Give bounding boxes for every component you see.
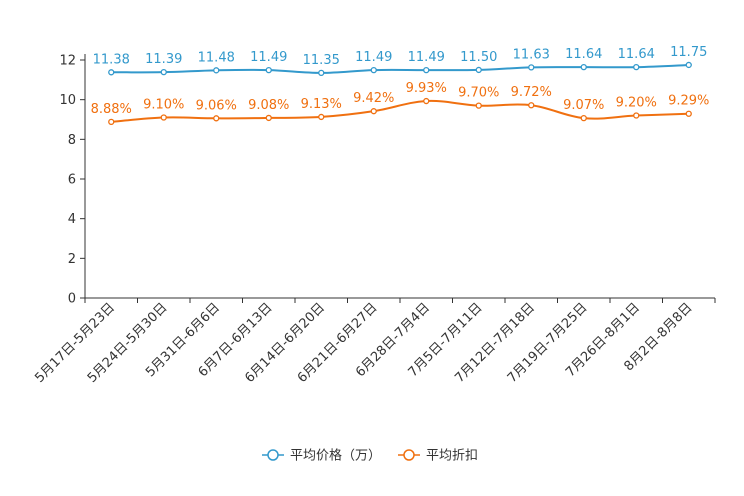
data-label: 11.63 xyxy=(513,47,550,62)
data-label: 9.10% xyxy=(143,98,184,113)
chart-series: 11.38 11.39 11.48 11.49 11.35 11.49 11.49 11.50… xyxy=(91,45,709,126)
data-point xyxy=(633,112,640,119)
data-label: 9.72% xyxy=(511,85,552,100)
data-point xyxy=(108,118,115,126)
chart-legend: 平均价格（万） 平均折扣 xyxy=(262,448,478,464)
data-point xyxy=(213,115,220,122)
legend-marker-1 xyxy=(267,449,279,461)
data-point xyxy=(160,68,167,76)
data-label: 11.49 xyxy=(408,50,445,65)
data-label: 11.49 xyxy=(250,50,287,65)
data-label: 9.08% xyxy=(248,98,289,113)
data-label: 9.20% xyxy=(616,96,657,111)
data-label: 9.13% xyxy=(301,97,342,112)
data-point xyxy=(528,102,535,109)
data-label: 8.88% xyxy=(91,102,132,117)
y-tick-label: 6 xyxy=(68,173,76,188)
data-point xyxy=(633,63,640,71)
data-label: 11.64 xyxy=(618,47,655,62)
data-label: 9.93% xyxy=(406,81,447,96)
series-line-1 xyxy=(111,63,689,74)
data-label: 11.50 xyxy=(460,50,497,65)
data-label: 11.35 xyxy=(303,53,340,68)
data-point xyxy=(423,97,430,105)
legend-marker-2 xyxy=(403,449,415,461)
data-label: 9.70% xyxy=(458,86,499,101)
data-point xyxy=(580,63,587,71)
data-point xyxy=(265,66,272,74)
y-tick-label: 0 xyxy=(68,292,76,307)
data-point xyxy=(370,66,377,74)
data-point xyxy=(265,114,272,122)
series-line-2 xyxy=(111,99,689,123)
data-label: 11.48 xyxy=(198,50,235,65)
data-point xyxy=(685,61,692,69)
data-label: 11.38 xyxy=(93,52,130,67)
data-point xyxy=(213,67,220,74)
data-label: 9.06% xyxy=(196,98,237,113)
data-label: 11.39 xyxy=(145,52,182,67)
data-point xyxy=(318,113,325,121)
y-tick-label: 10 xyxy=(59,93,76,108)
data-point xyxy=(318,69,325,77)
data-point xyxy=(370,108,377,115)
data-label: 9.42% xyxy=(353,91,394,106)
legend-label-2: 平均折扣 xyxy=(426,449,478,464)
y-tick-label: 4 xyxy=(68,212,76,227)
y-tick-label: 12 xyxy=(59,54,76,69)
data-point xyxy=(423,66,430,74)
data-label: 9.29% xyxy=(668,94,709,109)
data-point xyxy=(580,114,587,122)
data-point xyxy=(475,102,482,109)
legend-label-1: 平均价格（万） xyxy=(290,448,381,464)
data-point xyxy=(528,64,535,71)
data-label: 11.49 xyxy=(355,50,392,65)
data-point xyxy=(475,66,482,74)
y-tick-label: 8 xyxy=(68,133,76,148)
data-label: 11.64 xyxy=(565,47,602,62)
data-point xyxy=(108,69,115,76)
data-point xyxy=(685,110,692,117)
data-point xyxy=(160,114,167,121)
y-tick-label: 2 xyxy=(68,252,76,267)
data-label: 11.75 xyxy=(670,45,707,60)
data-label: 9.07% xyxy=(563,98,604,113)
